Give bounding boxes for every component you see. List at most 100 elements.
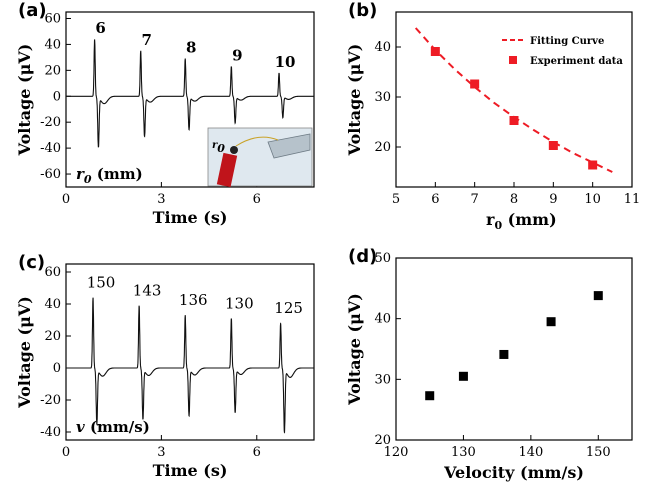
panel-c: 0 3 6 -40 -20 0 20 40 60(c) Voltage (μV) 150 143 136…: [15, 252, 315, 480]
data-point: [588, 160, 598, 170]
signal-trace: [66, 39, 314, 148]
r0-annotation-var: r: [76, 165, 85, 183]
y-tick-label: 30: [374, 90, 391, 105]
x-axis-label: Time (s): [153, 461, 228, 480]
x-axis-label-sub: 0: [494, 219, 502, 232]
v-annotation: v (mm/s): [76, 418, 150, 436]
fitting-curve: [414, 27, 613, 173]
inset-r0-label-var: r: [212, 140, 218, 151]
legend: Fitting Curve Experiment data: [502, 36, 623, 67]
panel-label: (d): [348, 246, 377, 267]
x-tick-label: 140: [518, 445, 543, 460]
r0-annotation: r0 (mm): [76, 165, 143, 186]
x-tick-label: 0: [62, 445, 70, 460]
y-tick-label: 40: [374, 312, 391, 327]
x-tick-label: 11: [624, 192, 641, 207]
x-tick-label: 3: [157, 192, 165, 207]
pulse-label: 6: [95, 19, 105, 37]
x-axis-label: r0 (mm): [486, 210, 557, 232]
data-point: [548, 141, 558, 150]
inset-ball: [230, 146, 238, 154]
panel-label: (b): [348, 0, 377, 21]
inset-r0-label-sub: 0: [217, 142, 225, 155]
data-point: [470, 79, 480, 89]
x-tick-label: 7: [471, 192, 479, 207]
data-point: [509, 116, 519, 125]
pulse-label: 7: [141, 31, 151, 49]
x-axis-label-var: r: [486, 210, 495, 229]
inset-plate: [267, 133, 311, 159]
y-tick-label: 40: [374, 40, 391, 55]
plot-frame: [65, 263, 315, 441]
x-tick-label: 10: [584, 192, 601, 207]
y-tick-label: 20: [44, 329, 61, 344]
x-axis-label: Time (s): [153, 208, 228, 227]
y-tick-label: 0: [53, 89, 61, 104]
panel-label: (c): [18, 252, 45, 273]
inset-wire: [235, 136, 279, 147]
x-tick-label: 6: [431, 192, 439, 207]
y-tick-label: -40: [40, 425, 61, 440]
r0-annotation-unit: (mm): [92, 165, 143, 183]
v-annotation-var: v: [76, 418, 85, 436]
plot-frame: [395, 257, 633, 441]
y-tick-label: 30: [374, 372, 391, 387]
inset-probe: [216, 152, 238, 188]
data-point: [458, 371, 468, 381]
pulse-label: 8: [186, 39, 196, 57]
panel-label: (a): [18, 0, 47, 21]
plot-frame: [65, 11, 315, 188]
y-tick-label: 60: [44, 11, 61, 26]
y-tick-label: 20: [374, 433, 391, 448]
pulse-label: 150: [87, 274, 116, 292]
v-annotation-unit: (mm/s): [85, 418, 150, 436]
legend-data-swatch: [509, 56, 517, 64]
pulse-label: 136: [179, 291, 208, 309]
data-point: [425, 391, 435, 401]
y-tick-label: 40: [44, 297, 61, 312]
data-point: [546, 317, 556, 327]
y-tick-label: 40: [44, 37, 61, 52]
y-tick-label: -40: [40, 141, 61, 156]
legend-data-label: Experiment data: [530, 56, 623, 67]
x-axis-label-unit: (mm): [502, 210, 557, 229]
r0-annotation-sub: 0: [84, 173, 92, 186]
x-tick-label: 3: [157, 445, 165, 460]
data-point: [430, 47, 440, 56]
panel-a: 0 3 6 -60 -40 -20 0 20 40 60(a) Voltage (μV) 6 7 8 9 10…: [15, 0, 315, 227]
y-tick-label: 60: [44, 265, 61, 280]
y-tick-label: -20: [40, 115, 61, 130]
y-tick-label: 20: [374, 140, 391, 155]
x-tick-label: 5: [392, 192, 400, 207]
y-axis-label: Voltage (μV): [15, 296, 34, 409]
x-tick-label: 150: [586, 445, 611, 460]
pulse-label: 143: [133, 282, 162, 300]
inset-r0-label: r0: [212, 140, 225, 155]
y-tick-label: -60: [40, 167, 61, 182]
pulse-label: 125: [274, 299, 303, 317]
x-tick-label: 8: [510, 192, 518, 207]
pulse-label: 130: [225, 294, 254, 312]
data-point: [499, 349, 509, 359]
y-axis-label: Voltage (μV): [345, 293, 364, 406]
y-tick-label: 0: [53, 361, 61, 376]
pulse-label: 9: [232, 46, 242, 64]
x-tick-label: 6: [253, 445, 261, 460]
y-tick-label: 50: [374, 251, 391, 266]
x-tick-label: 130: [451, 445, 476, 460]
y-tick-label: 20: [44, 63, 61, 78]
signal-trace: [66, 297, 314, 434]
x-axis-label: Velocity (mm/s): [443, 463, 584, 482]
panel-d: 120 130 140 150 20 30 40 50(d) Voltage (μV) Veloc…: [345, 246, 633, 482]
data-point: [593, 291, 603, 301]
x-tick-label: 9: [549, 192, 557, 207]
y-axis-label: Voltage (μV): [15, 44, 34, 157]
y-tick-label: -20: [40, 393, 61, 408]
inset-photo: r0: [207, 127, 313, 188]
y-axis-label: Voltage (μV): [345, 44, 364, 157]
x-tick-label: 120: [384, 445, 409, 460]
pulse-label: 10: [275, 53, 296, 71]
legend-fit-label: Fitting Curve: [530, 36, 604, 47]
x-tick-label: 0: [62, 192, 70, 207]
